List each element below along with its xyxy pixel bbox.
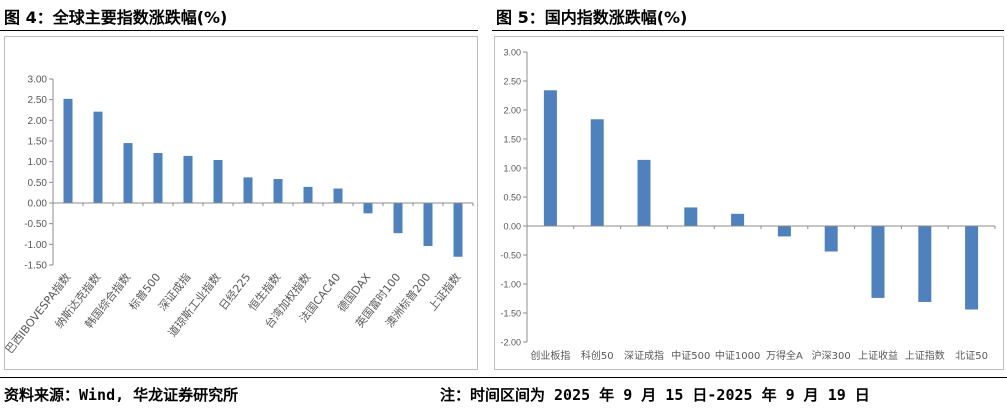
y-tick-label: 3.00 xyxy=(28,75,48,86)
bar xyxy=(183,155,193,203)
y-tick-label: 2.50 xyxy=(503,77,521,87)
bar xyxy=(243,177,253,203)
left-figure-title: 图 4：全球主要指数涨跌幅(%) xyxy=(4,8,228,27)
right-chart-panel: 3.00 2.50 2.00 1.50 1.00 0.50 0.00 -0.50 -1.00 -1… xyxy=(494,36,1004,370)
left-title-rule xyxy=(0,30,478,31)
bar xyxy=(777,226,791,237)
y-tick-label: 1.00 xyxy=(503,164,521,174)
x-tick-label: 创业板指 xyxy=(530,349,570,362)
y-tick-label: 1.00 xyxy=(28,157,48,168)
x-tick-label: 万得全A xyxy=(766,349,803,362)
bar xyxy=(123,143,133,203)
x-tick-label: 上证收益 xyxy=(858,349,898,362)
x-tick-label: 深证成指 xyxy=(624,349,664,362)
y-tick-label: 0.50 xyxy=(28,178,48,189)
footer-rule xyxy=(0,377,1007,378)
bar xyxy=(303,186,313,203)
bar xyxy=(965,226,979,310)
y-tick-label: -1.50 xyxy=(500,309,521,319)
x-tick-label: 科创50 xyxy=(581,349,614,362)
y-tick-label: -1.00 xyxy=(24,240,47,251)
x-tick-label: 中证500 xyxy=(671,349,710,362)
bar xyxy=(824,226,838,252)
y-tick-label: 2.00 xyxy=(28,116,48,127)
right-chart-svg: 3.00 2.50 2.00 1.50 1.00 0.50 0.00 -0.50 -1.00 -1… xyxy=(500,48,996,362)
bar xyxy=(273,179,283,203)
x-tick-label: 北证50 xyxy=(955,350,988,362)
y-tick-label: -0.50 xyxy=(24,219,47,230)
y-tick-label: 0.00 xyxy=(28,199,48,210)
y-tick-label: 2.00 xyxy=(503,106,521,116)
bar xyxy=(590,119,604,226)
right-figure-title: 图 5：国内指数涨跌幅(%) xyxy=(496,8,688,27)
bar xyxy=(423,203,433,246)
y-tick-label: -1.50 xyxy=(24,261,47,272)
bar xyxy=(63,98,73,203)
y-tick-label: -0.50 xyxy=(500,251,521,261)
y-tick-label: 1.50 xyxy=(503,135,521,145)
bar xyxy=(684,207,698,226)
bar xyxy=(637,159,651,226)
y-tick-label: 1.50 xyxy=(28,137,48,148)
bar xyxy=(871,226,885,298)
y-tick-label: -2.00 xyxy=(500,338,521,348)
right-title-rule xyxy=(492,30,1004,31)
footer-source: 资料来源：Wind, 华龙证券研究所 xyxy=(4,386,239,404)
left-chart-svg: 3.00 2.50 2.00 1.50 1.00 0.50 0.00 -0.50 -1.00 -1… xyxy=(5,75,474,356)
x-tick-label: 上证指数 xyxy=(905,349,945,362)
bar xyxy=(93,111,103,203)
bar xyxy=(731,213,745,226)
bar xyxy=(393,203,403,234)
bar xyxy=(543,90,557,226)
y-tick-label: 0.50 xyxy=(503,193,521,203)
y-tick-label: 3.00 xyxy=(503,48,521,58)
x-tick-label: 沪深300 xyxy=(812,349,851,362)
left-chart-panel: 3.00 2.50 2.00 1.50 1.00 0.50 0.00 -0.50 -1.00 -1… xyxy=(4,36,478,370)
footer-note: 注：时间区间为 2025 年 9 月 15 日-2025 年 9 月 19 日 xyxy=(440,386,870,404)
bar xyxy=(153,152,163,203)
x-tick-label: 道琼斯工业指数 xyxy=(165,270,223,339)
y-tick-label: 0.00 xyxy=(503,222,521,232)
bar xyxy=(918,226,932,302)
bar xyxy=(453,203,463,257)
x-tick-label: 上证指数 xyxy=(425,270,463,313)
y-tick-label: -1.00 xyxy=(500,280,521,290)
bar xyxy=(363,203,373,214)
bar xyxy=(333,188,343,203)
y-tick-label: 2.50 xyxy=(28,95,48,106)
bar xyxy=(213,160,223,203)
x-tick-label: 中证1000 xyxy=(715,349,760,362)
